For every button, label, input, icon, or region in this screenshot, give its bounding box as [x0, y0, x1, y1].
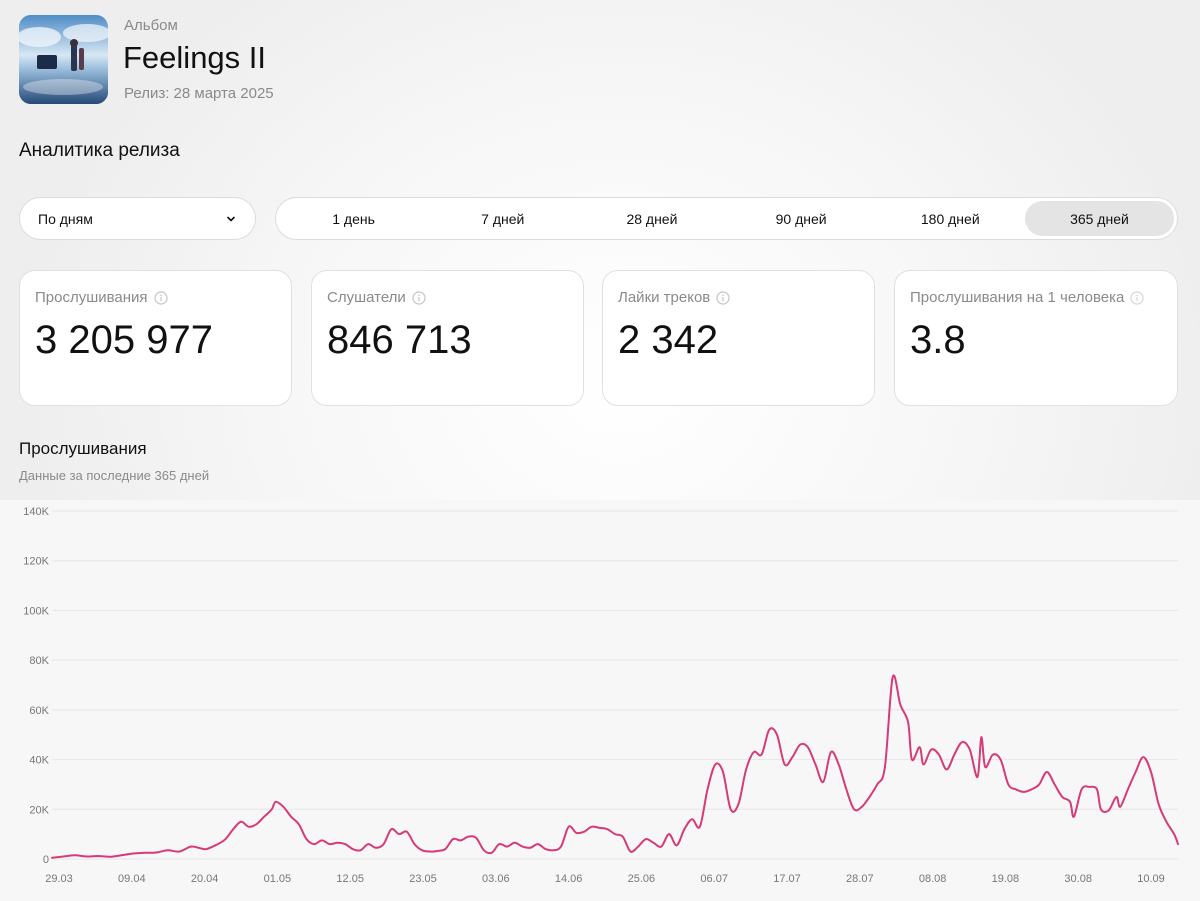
x-tick-label: 17.07: [773, 873, 801, 885]
x-tick-label: 03.06: [482, 873, 510, 885]
stat-label-plays: Прослушивания: [35, 289, 148, 306]
x-tick-label: 19.08: [992, 873, 1020, 885]
stat-value-likes: 2 342: [618, 318, 719, 362]
album-cover: [19, 15, 108, 104]
info-icon[interactable]: [716, 290, 730, 305]
stat-label-plays-per-listener: Прослушивания на 1 человека: [910, 289, 1125, 306]
stat-card-likes: Лайки треков 2 342: [602, 270, 875, 406]
x-tick-label: 10.09: [1137, 873, 1165, 885]
x-tick-label: 20.04: [191, 873, 219, 885]
grouping-select[interactable]: По дням: [19, 197, 256, 240]
x-tick-label: 12.05: [336, 873, 364, 885]
y-tick-label: 20K: [29, 804, 49, 816]
tab-7-days[interactable]: 7 дней: [481, 210, 525, 227]
analytics-title: Аналитика релиза: [19, 140, 180, 161]
stat-card-plays: Прослушивания 3 205 977: [19, 270, 292, 406]
grouping-select-value: По дням: [38, 210, 93, 227]
y-tick-label: 100K: [23, 605, 49, 617]
stat-card-plays-per-listener: Прослушивания на 1 человека 3.8: [894, 270, 1178, 406]
tab-365-days[interactable]: 365 дней: [1024, 201, 1175, 236]
tab-1-day[interactable]: 1 день: [332, 210, 375, 227]
stat-label-listeners: Слушатели: [327, 289, 406, 306]
x-tick-label: 30.08: [1064, 873, 1092, 885]
tab-180-days[interactable]: 180 дней: [920, 210, 980, 227]
x-tick-label: 01.05: [264, 873, 292, 885]
release-date: Релиз: 28 марта 2025: [124, 85, 274, 102]
period-tabs: 1 день 7 дней 28 дней 90 дней 180 дней 3…: [275, 197, 1178, 240]
plays-series-line: [51, 674, 1179, 859]
stat-card-listeners: Слушатели 846 713: [311, 270, 584, 406]
x-tick-label: 06.07: [700, 873, 728, 885]
chart-subtitle: Данные за последние 365 дней: [19, 468, 210, 483]
info-icon[interactable]: [1130, 290, 1144, 305]
tab-90-days[interactable]: 90 дней: [775, 210, 827, 227]
album-type-label: Альбом: [124, 17, 178, 34]
stat-label-likes: Лайки треков: [618, 289, 711, 306]
y-tick-label: 80K: [29, 655, 49, 667]
x-tick-label: 08.08: [919, 873, 947, 885]
y-tick-label: 0: [43, 854, 49, 866]
y-tick-label: 60K: [29, 705, 49, 717]
x-tick-label: 28.07: [846, 873, 874, 885]
x-tick-label: 23.05: [409, 873, 437, 885]
y-tick-label: 140K: [23, 506, 49, 518]
x-tick-label: 14.06: [555, 873, 583, 885]
stat-value-plays: 3 205 977: [35, 318, 213, 362]
chart-title: Прослушивания: [19, 439, 147, 458]
album-title: Feelings II: [123, 40, 267, 75]
tab-28-days[interactable]: 28 дней: [626, 210, 678, 227]
x-tick-label: 29.03: [45, 873, 73, 885]
y-tick-label: 40K: [29, 755, 49, 767]
stat-value-plays-per-listener: 3.8: [910, 318, 966, 362]
chevron-down-icon: [227, 216, 235, 221]
stat-value-listeners: 846 713: [327, 318, 472, 362]
y-tick-label: 120K: [23, 556, 49, 568]
x-tick-label: 09.04: [118, 873, 146, 885]
info-icon[interactable]: [412, 290, 426, 305]
x-tick-label: 25.06: [628, 873, 656, 885]
plays-line-chart: 0 20K 40K 60K 80K 100K 120K 140K 29.03 09.04 20.0…: [0, 500, 1200, 901]
info-icon[interactable]: [153, 290, 168, 305]
